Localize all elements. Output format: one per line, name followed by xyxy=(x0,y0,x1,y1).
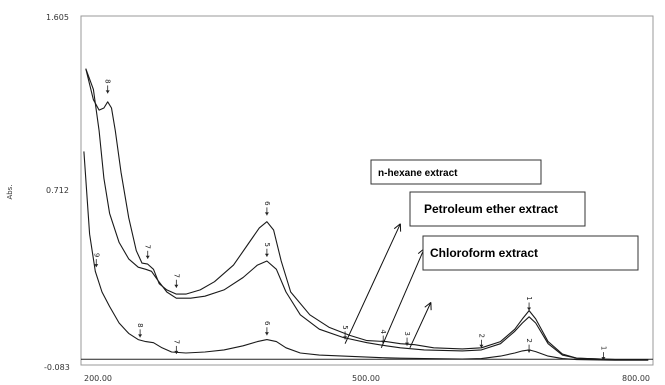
y-tick-label-bottom: -0.083 xyxy=(44,363,70,372)
peak-label: 2 xyxy=(525,338,533,342)
legend-label-n-hexane: n-hexane extract xyxy=(378,168,458,179)
series-line-n-hexane xyxy=(85,68,649,361)
callout-arrow-n-hexane xyxy=(344,223,402,344)
peak-label: 4 xyxy=(379,329,387,334)
plot-frame xyxy=(80,15,654,366)
peak-arrow-icon xyxy=(264,253,269,257)
callout-arrow-line xyxy=(409,302,432,349)
peak-marker: 7 xyxy=(144,245,152,259)
peak-label: 6 xyxy=(263,201,271,206)
peak-arrow-icon xyxy=(138,334,143,338)
series-line-chloroform xyxy=(83,151,649,361)
callout-box-chloroform: Chloroform extract xyxy=(422,235,639,271)
peak-label: 3 xyxy=(403,331,411,335)
peak-arrow-icon xyxy=(343,336,348,340)
peak-marker: 6 xyxy=(263,201,271,216)
peak-arrow-icon xyxy=(264,332,269,336)
peak-marker: 2 xyxy=(525,338,533,353)
peak-label: 1 xyxy=(525,296,533,300)
peak-arrow-icon xyxy=(405,342,410,346)
peak-marker: 7 xyxy=(172,340,180,354)
y-tick-label-top: 1.605 xyxy=(46,13,69,22)
callout-arrowhead-icon xyxy=(424,301,432,311)
peak-label: 7 xyxy=(172,274,180,278)
peak-marker: 8 xyxy=(104,79,112,94)
series-line-petroleum-ether xyxy=(85,68,649,361)
peak-label: 9 xyxy=(92,253,100,257)
peak-marker: 9 xyxy=(92,253,100,268)
peak-label: 8 xyxy=(104,79,112,83)
peak-marker: 6 xyxy=(263,321,271,336)
x-tick-label-left: 200.00 xyxy=(84,374,112,383)
peak-label: 6 xyxy=(263,321,271,326)
peak-marker: 5 xyxy=(341,325,349,340)
peak-label: 8 xyxy=(136,323,144,327)
legend-label-chloroform: Chloroform extract xyxy=(430,246,538,260)
peak-label: 2 xyxy=(477,333,485,337)
y-axis-label: Abs. xyxy=(6,184,14,199)
peak-marker: 8 xyxy=(136,323,144,338)
peak-marker: 7 xyxy=(172,274,180,288)
peak-label: 7 xyxy=(144,245,152,249)
peak-arrow-icon xyxy=(479,344,484,348)
callout-arrowhead-icon xyxy=(393,223,402,232)
peak-label: 5 xyxy=(341,325,349,329)
peak-marker: 5 xyxy=(263,242,271,257)
peak-marker: 1 xyxy=(525,296,533,311)
legend-label-petroleum-ether: Petroleum ether extract xyxy=(424,202,558,216)
callout-arrow-chloroform xyxy=(409,301,432,349)
callout-box-n-hexane: n-hexane extract xyxy=(370,159,542,185)
peak-label: 5 xyxy=(263,242,271,246)
y-tick-label-mid: 0.712 xyxy=(46,186,69,195)
peak-arrow-icon xyxy=(94,264,99,268)
peak-marker: 2 xyxy=(477,333,485,348)
peak-arrow-icon xyxy=(145,255,150,259)
callout-arrow-line xyxy=(380,248,425,349)
peak-marker: 3 xyxy=(403,331,411,346)
x-tick-label-right: 800.00 xyxy=(622,374,650,383)
callout-box-petroleum-ether: Petroleum ether extract xyxy=(409,191,586,227)
peak-arrow-icon xyxy=(264,212,269,216)
callout-arrow-line xyxy=(344,223,401,344)
peak-arrow-icon xyxy=(174,350,179,354)
peak-label: 7 xyxy=(172,340,180,344)
peak-marker: 1 xyxy=(599,346,607,361)
peak-label: 1 xyxy=(599,346,607,350)
x-tick-label-mid: 500.00 xyxy=(352,374,380,383)
callout-arrow-petroleum-ether xyxy=(380,248,426,349)
peak-arrow-icon xyxy=(527,349,532,353)
peak-arrow-icon xyxy=(601,357,606,361)
peak-arrow-icon xyxy=(105,90,110,94)
peak-arrow-icon xyxy=(174,284,179,288)
peak-arrow-icon xyxy=(527,307,532,311)
x-axis-label: nm xyxy=(357,383,368,385)
